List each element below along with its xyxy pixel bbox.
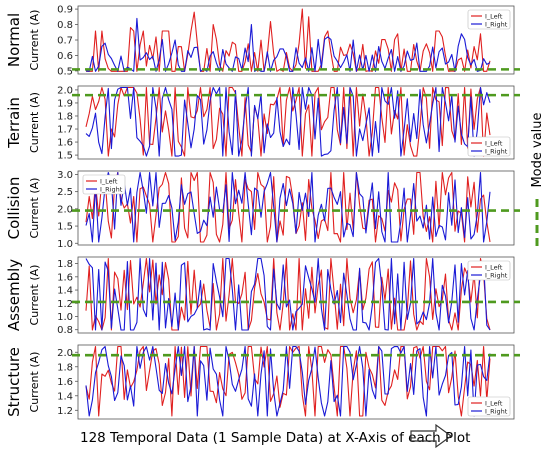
y-tick-label: 1.0 [57,312,73,323]
panel-normal: 0.5 0.6 0.7 0.8 0.9 Normal Current (A) I_LeftI_… [5,5,520,77]
y-tick-label: 2.0 [57,204,73,215]
series-line-i-left [86,8,491,72]
series-line-i-left [85,171,491,243]
y-axis-label: Current (A) [28,10,41,71]
y-tick-label: 1.4 [57,286,73,297]
legend-label: I_Left [100,178,118,186]
y-axis-label: Current (A) [28,92,41,153]
series-line-i-right [85,86,491,157]
legend-label: I_Right [100,186,123,194]
panel-title: Normal [5,13,23,67]
y-tick-label: 0.8 [57,325,73,336]
legend-label: I_Right [485,148,508,156]
series-line-i-right [85,17,491,72]
legend-label: I_Right [485,272,508,280]
legend-label: I_Left [485,400,503,408]
panel-title: Structure [5,347,23,417]
legend-label: I_Right [485,408,508,416]
y-axis-label: Current (A) [28,265,41,326]
y-tick-label: 1.6 [57,272,73,283]
y-tick-label: 1.5 [57,222,73,233]
y-tick-label: 1.7 [57,125,73,136]
panel-collision: 1.0 1.5 2.0 2.5 3.0 Collision Current (A) I_Lef… [5,170,520,250]
y-tick-label: 2.0 [57,348,73,359]
panel-title: Terrain [5,97,23,149]
y-tick-label: 1.9 [57,98,73,109]
panel-title: Assembly [5,259,23,331]
mode-legend-label: Mode value [530,112,545,187]
legend-label: I_Left [485,140,503,148]
x-axis-caption: 128 Temporal Data (1 Sample Data) at X-A… [80,430,470,446]
y-tick-label: 1.8 [57,111,73,122]
series-line-i-right [85,345,491,417]
legend-label: I_Left [485,264,503,272]
legend-label: I_Right [485,21,508,29]
y-tick-label: 1.6 [57,377,73,388]
panel-structure: 1.2 1.4 1.6 1.8 2.0 Structure Current (A) I_Lef… [5,344,520,420]
y-tick-label: 0.7 [57,36,73,47]
legend-label: I_Left [485,13,503,21]
y-tick-label: 1.8 [57,362,73,373]
y-tick-label: 1.5 [57,151,73,162]
y-axis-label: Current (A) [28,352,41,413]
y-tick-label: 0.6 [57,51,73,62]
y-tick-label: 0.9 [57,5,73,16]
panel-terrain: 1.5 1.6 1.7 1.8 1.9 2.0 Terrain Current (A) I_Le… [5,85,520,162]
series-line-i-left [85,257,491,331]
y-tick-label: 1.2 [57,406,73,417]
y-tick-label: 1.0 [57,239,73,250]
y-axis-label: Current (A) [28,178,41,239]
y-tick-label: 2.0 [57,85,73,96]
y-tick-label: 0.5 [57,66,73,77]
y-tick-label: 1.4 [57,391,73,402]
y-tick-label: 1.8 [57,259,73,270]
y-tick-label: 0.8 [57,20,73,31]
mode-value-legend: Mode value [530,112,545,250]
y-tick-label: 1.2 [57,299,73,310]
y-tick-label: 1.6 [57,138,73,149]
y-tick-label: 2.5 [57,187,73,198]
series-line-i-right [85,257,491,331]
y-tick-label: 3.0 [57,170,73,181]
series-line-i-right [85,171,491,243]
right-arrow-icon [410,423,453,449]
panel-title: Collision [5,177,23,240]
panel-assembly: 0.8 1.0 1.2 1.4 1.6 1.8 Assembly Current (A) I_L… [5,256,520,336]
